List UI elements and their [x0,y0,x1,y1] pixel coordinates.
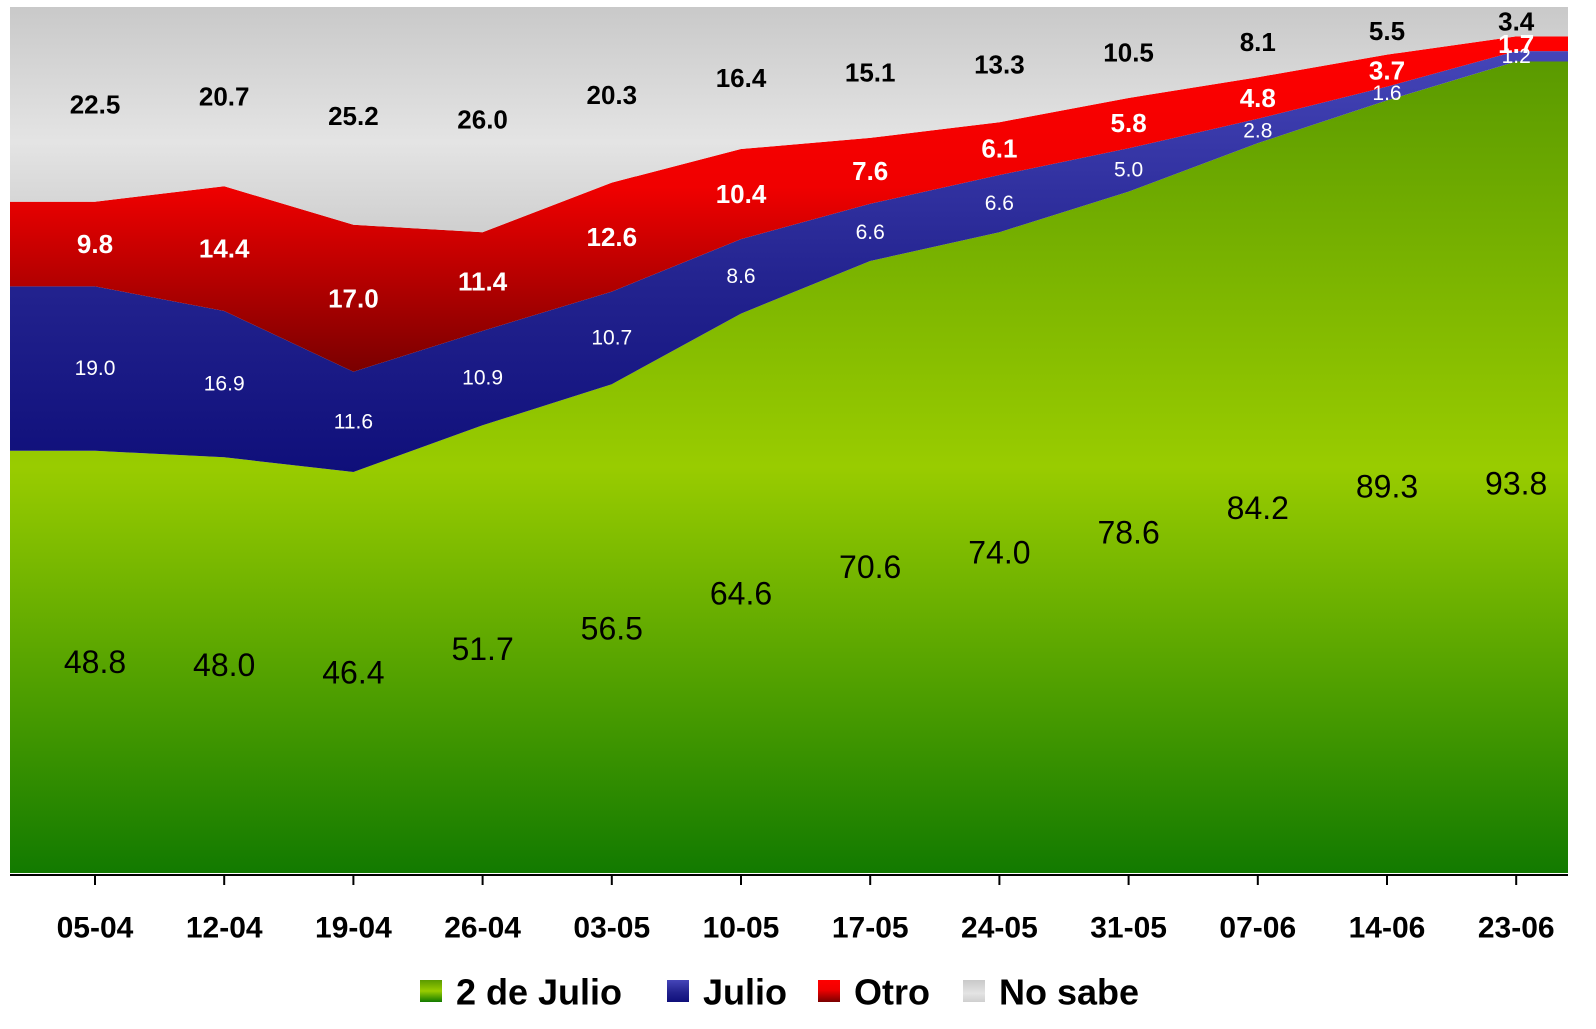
data-label-2-de-julio: 51.7 [451,631,513,667]
data-label-julio: 1.2 [1502,45,1531,68]
x-tick-label: 17-05 [832,912,909,945]
data-label-no-sabe: 20.7 [199,82,250,112]
data-label-otro: 7.6 [852,156,888,186]
x-axis: 05-04 12-04 19-04 26-04 03-05 10-05 17-05 24-05… [10,874,1568,945]
data-label-julio: 11.6 [334,410,373,433]
data-label-2-de-julio: 48.8 [64,644,126,680]
data-label-2-de-julio: 48.0 [193,647,255,683]
data-label-2-de-julio: 89.3 [1356,469,1418,505]
area-series-group [10,7,1568,873]
data-label-julio: 10.9 [462,367,503,390]
data-label-otro: 5.8 [1111,108,1147,138]
data-label-otro: 9.8 [77,229,113,259]
data-label-otro: 4.8 [1240,83,1276,113]
data-label-otro: 3.7 [1369,56,1405,86]
x-tick-label: 23-06 [1478,912,1555,945]
x-tick-label: 14-06 [1349,912,1426,945]
area-no-sabe [10,7,1568,233]
x-tick-label: 19-04 [315,912,392,945]
data-label-otro: 11.4 [458,267,508,297]
data-label-otro: 1.7 [1498,29,1534,59]
data-label-no-sabe: 3.4 [1498,7,1535,37]
x-tick-label: 26-04 [444,912,521,945]
data-label-2-de-julio: 93.8 [1485,465,1547,501]
data-label-otro: 12.6 [586,222,637,252]
data-label-julio: 5.0 [1114,159,1143,182]
data-label-otro: 6.1 [981,134,1017,164]
data-label-julio: 19.0 [75,357,116,380]
data-label-julio: 6.6 [856,221,885,244]
area-julio [10,51,1568,472]
data-label-no-sabe: 8.1 [1240,27,1276,57]
data-label-julio: 1.6 [1372,82,1401,105]
x-tick-label: 03-05 [573,912,650,945]
data-label-no-sabe: 22.5 [70,89,121,119]
data-label-no-sabe: 10.5 [1103,38,1154,68]
legend-swatch-otro [818,980,840,1002]
area-otro [10,36,1568,372]
data-label-2-de-julio: 70.6 [839,549,901,585]
data-label-no-sabe: 25.2 [328,101,379,131]
data-label-no-sabe: 13.3 [974,50,1025,80]
x-tick-label: 05-04 [57,912,134,945]
legend-label-no-sabe: No sabe [999,972,1139,1013]
data-labels-group: 48.8 48.0 46.4 51.7 56.5 64.6 70.6 74.0 78.6 84.2… [64,7,1547,691]
x-tick-label: 24-05 [961,912,1038,945]
data-label-2-de-julio: 56.5 [581,611,643,647]
legend-swatch-julio [667,980,689,1002]
x-tick-label: 12-04 [186,912,263,945]
x-tick-label: 07-06 [1219,912,1296,945]
data-label-otro: 10.4 [716,179,767,209]
data-label-julio: 2.8 [1243,120,1272,143]
data-label-no-sabe: 20.3 [586,80,637,110]
data-label-2-de-julio: 74.0 [968,535,1030,571]
legend-label-otro: Otro [854,972,930,1013]
data-label-julio: 6.6 [985,192,1014,215]
data-label-2-de-julio: 64.6 [710,575,772,611]
legend-label-julio: Julio [703,972,787,1013]
legend-swatch-2-de-julio [420,980,442,1002]
legend: 2 de Julio Julio Otro No sabe [420,972,1139,1013]
data-label-julio: 16.9 [204,373,245,396]
legend-swatch-no-sabe [963,980,985,1002]
data-label-julio: 8.6 [726,265,755,288]
data-label-otro: 14.4 [199,234,250,264]
data-label-2-de-julio: 46.4 [322,655,384,691]
area-2-de-julio [10,61,1568,873]
data-label-no-sabe: 26.0 [457,105,508,135]
data-label-2-de-julio: 78.6 [1097,514,1159,550]
data-label-no-sabe: 5.5 [1369,16,1405,46]
data-label-otro: 17.0 [328,283,379,313]
x-tick-label: 31-05 [1090,912,1167,945]
data-label-2-de-julio: 84.2 [1227,490,1289,526]
x-tick-label: 10-05 [703,912,780,945]
data-label-julio: 10.7 [591,326,632,349]
legend-label-2-de-julio: 2 de Julio [456,972,622,1013]
data-label-no-sabe: 15.1 [845,57,896,87]
data-label-no-sabe: 16.4 [716,63,767,93]
